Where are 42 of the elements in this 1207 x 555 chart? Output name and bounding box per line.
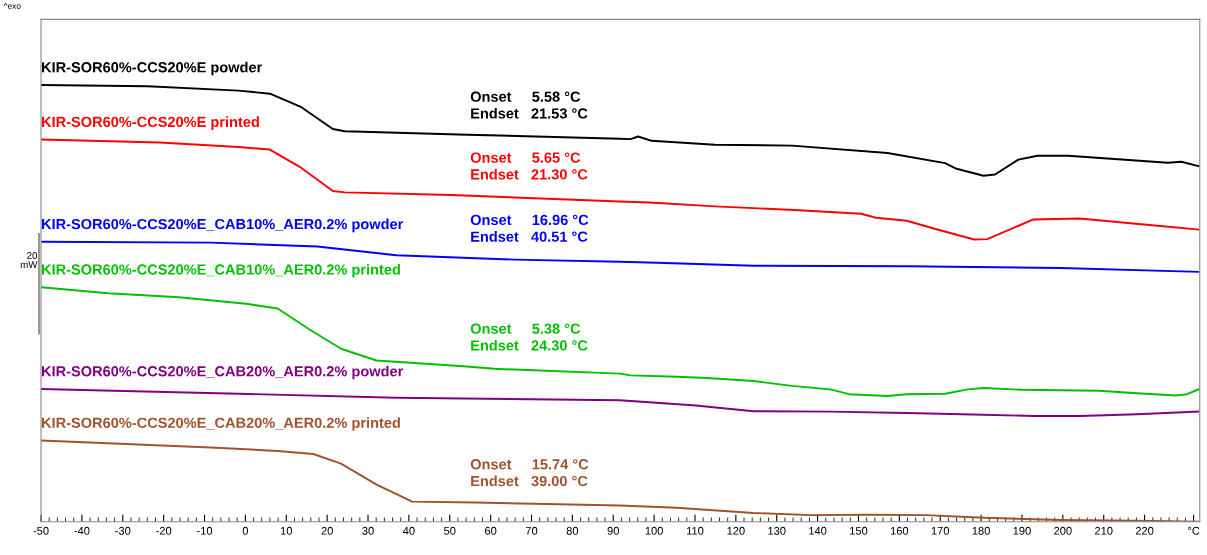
series-label: KIR-SOR60%-CCS20%E_CAB20%_AER0.2% printed <box>42 417 400 431</box>
x-tick-label: 50 <box>444 526 456 535</box>
x-tick-label: 70 <box>525 526 538 535</box>
x-tick-label: -40 <box>74 526 90 535</box>
x-tick-label: 150 <box>850 526 868 535</box>
x-tick-label: 40 <box>402 526 415 535</box>
annotation: Onset 16.96 °C Endset 40.51 °C <box>470 214 589 242</box>
x-tick-label: -50 <box>33 526 49 535</box>
series-label: KIR-SOR60%-CCS20%E powder <box>42 61 263 76</box>
x-tick-label: 130 <box>768 526 786 535</box>
x-tick-label: °C <box>1188 526 1200 535</box>
x-tick-label: 210 <box>1095 526 1113 535</box>
x-tick-label: 190 <box>1013 526 1031 535</box>
text: ^exo <box>3 3 21 9</box>
annotation: Onset 15.74 °C Endset 39.00 °C <box>470 459 589 487</box>
x-tick-label: 160 <box>890 526 909 535</box>
text: 20 mW <box>20 252 38 268</box>
x-tick-label: 170 <box>931 526 950 535</box>
x-tick-label: 30 <box>362 526 374 535</box>
x-tick-label: 90 <box>607 526 619 535</box>
series-label: KIR-SOR60%-CCS20%E_CAB20%_AER0.2% powder <box>42 365 404 380</box>
x-tick-label: 180 <box>972 526 990 535</box>
series-label: KIR-SOR60%-CCS20%E printed <box>42 116 259 130</box>
x-tick-label: 20 <box>321 526 333 535</box>
x-tick-label: 220 <box>1135 526 1154 535</box>
annotation: Onset 5.38 °C Endset 24.30 °C <box>470 323 588 351</box>
x-tick-label: 80 <box>566 526 579 535</box>
annotation: Onset 5.65 °C Endset 21.30 °C <box>470 152 588 180</box>
x-tick-label: 60 <box>485 526 497 535</box>
x-tick-label: 200 <box>1054 526 1072 535</box>
x-tick-label: 100 <box>645 526 663 535</box>
x-tick-label: 110 <box>686 526 704 535</box>
x-tick-label: 10 <box>280 526 293 535</box>
x-tick-label: 140 <box>809 526 827 535</box>
x-tick-label: -10 <box>196 526 213 535</box>
x-tick-label: -30 <box>115 526 131 535</box>
x-tick-label: -20 <box>156 526 172 535</box>
annotation: Onset 5.58 °C Endset 21.53 °C <box>470 91 588 119</box>
series-label: KIR-SOR60%-CCS20%E_CAB10%_AER0.2% powder <box>42 218 404 233</box>
series-label: KIR-SOR60%-CCS20%E_CAB10%_AER0.2% printed <box>42 263 400 278</box>
x-tick-label: 0 <box>242 526 249 535</box>
x-tick-label: 120 <box>727 526 745 535</box>
